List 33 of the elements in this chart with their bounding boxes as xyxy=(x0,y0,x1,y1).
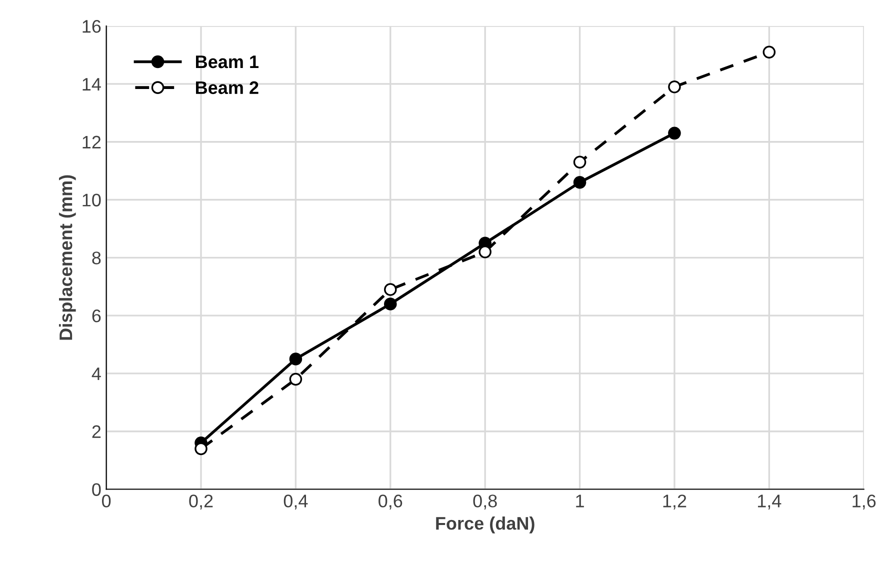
x-tick-label: 0,2 xyxy=(189,494,213,510)
y-tick-label: 4 xyxy=(92,368,101,380)
y-tick-label: 0 xyxy=(92,483,101,496)
legend-label: Beam 1 xyxy=(196,56,259,68)
point xyxy=(668,80,681,94)
point xyxy=(573,176,586,189)
y-tick-label: 6 xyxy=(92,309,101,322)
y-tick-label: 14 xyxy=(82,78,101,90)
x-tick-label: 0 xyxy=(102,494,111,508)
y-tick-label: 8 xyxy=(92,252,101,264)
point xyxy=(573,156,586,169)
y-tick-label: 12 xyxy=(82,136,101,148)
legend-label: Beam 2 xyxy=(196,81,258,94)
x-tick-label: 1,6 xyxy=(852,494,876,510)
x-tick-label: 0,8 xyxy=(473,494,497,510)
y-axis-title: Displacement (mm) xyxy=(58,175,76,340)
y-tick-label: 2 xyxy=(92,425,101,438)
point xyxy=(194,442,208,456)
x-axis-title: Force (daN) xyxy=(436,516,534,534)
x-tick-label: 1 xyxy=(576,494,584,508)
x-tick-label: 1,2 xyxy=(663,494,686,510)
x-tick-label: 0,6 xyxy=(378,494,402,510)
y-tick-label: 16 xyxy=(82,20,101,33)
point xyxy=(384,298,397,310)
point xyxy=(289,372,302,386)
y-tick-label: 10 xyxy=(82,194,101,206)
x-tick-label: 1,4 xyxy=(758,494,782,510)
point xyxy=(762,46,776,58)
point xyxy=(289,352,302,366)
point xyxy=(668,126,681,140)
x-tick-label: 0,4 xyxy=(284,494,308,510)
point xyxy=(478,245,492,258)
point xyxy=(384,283,397,296)
